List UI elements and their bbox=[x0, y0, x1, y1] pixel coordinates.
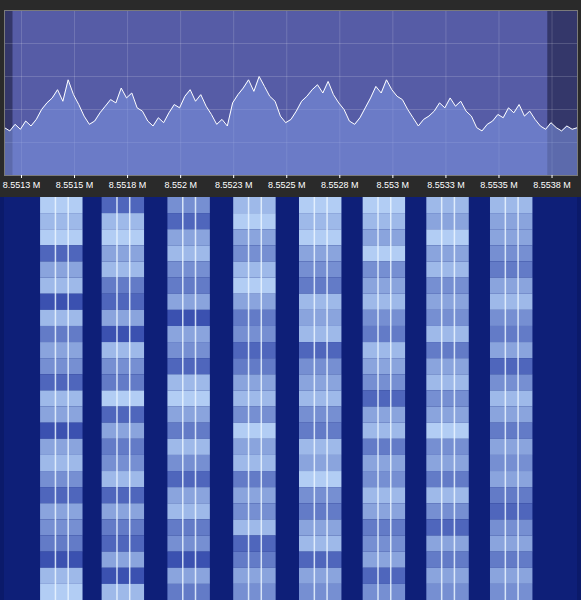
svg-text:8.5518 M: 8.5518 M bbox=[109, 180, 147, 190]
svg-text:8.5533 M: 8.5533 M bbox=[427, 180, 465, 190]
svg-text:8.5535 M: 8.5535 M bbox=[480, 180, 518, 190]
svg-text:8.5528 M: 8.5528 M bbox=[321, 180, 359, 190]
svg-text:8.5523 M: 8.5523 M bbox=[215, 180, 253, 190]
svg-text:8.553 M: 8.553 M bbox=[377, 180, 410, 190]
svg-text:8.5525 M: 8.5525 M bbox=[268, 180, 306, 190]
svg-text:8.552 M: 8.552 M bbox=[164, 180, 197, 190]
svg-text:8.5538 M: 8.5538 M bbox=[533, 180, 571, 190]
svg-text:8.5515 M: 8.5515 M bbox=[56, 180, 94, 190]
svg-text:8.5513 M: 8.5513 M bbox=[3, 180, 41, 190]
